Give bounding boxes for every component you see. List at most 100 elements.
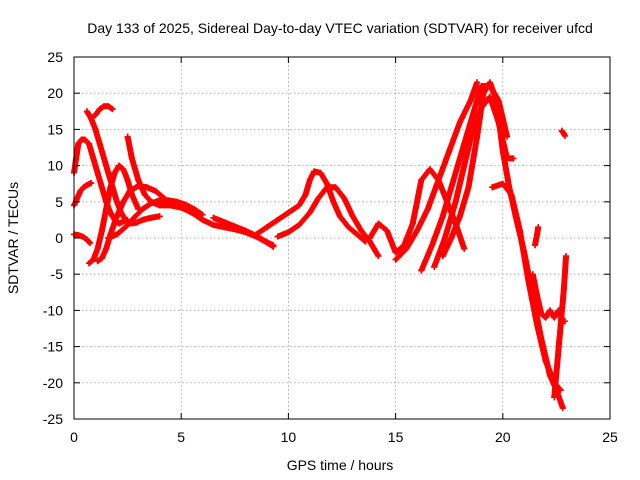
data-point	[525, 278, 532, 285]
data-point	[116, 162, 123, 169]
x-axis-label: GPS time / hours	[287, 457, 394, 473]
series-arc-j	[210, 214, 277, 249]
data-point	[375, 220, 382, 227]
data-point	[560, 285, 567, 292]
data-point	[341, 195, 348, 202]
series-arc-g	[88, 103, 116, 122]
data-point	[330, 198, 337, 205]
y-tick-label: -5	[51, 266, 64, 282]
data-point	[311, 168, 318, 175]
data-points	[274, 184, 382, 260]
data-point	[535, 224, 542, 231]
data-point	[461, 162, 468, 169]
data-point	[86, 140, 93, 147]
data-point	[403, 245, 410, 252]
data-point	[111, 169, 118, 176]
data-point	[354, 231, 361, 238]
data-point	[173, 198, 180, 205]
data-point	[551, 394, 558, 401]
data-point	[499, 148, 506, 155]
data-point	[384, 227, 391, 234]
data-point	[148, 214, 155, 221]
data-point	[424, 206, 431, 213]
data-point	[554, 358, 561, 365]
data-point	[450, 177, 457, 184]
data-point	[542, 314, 549, 321]
data-point	[510, 155, 517, 162]
y-tick-label: 0	[55, 230, 63, 246]
x-tick-label: 15	[388, 429, 404, 445]
data-point	[199, 211, 206, 218]
data-point	[474, 133, 481, 140]
data-point	[94, 245, 101, 252]
x-tick-label: 0	[70, 429, 78, 445]
y-tick-label: -20	[43, 375, 63, 391]
data-point	[486, 79, 493, 86]
data-point	[409, 220, 416, 227]
data-point	[317, 169, 324, 176]
data-point	[148, 200, 155, 207]
data-point	[508, 191, 515, 198]
data-point	[96, 106, 103, 113]
data-point	[105, 169, 112, 176]
data-point	[306, 209, 313, 216]
data-point	[210, 214, 217, 221]
data-point	[534, 321, 541, 328]
data-point	[113, 231, 120, 238]
data-point	[452, 198, 459, 205]
data-point	[418, 177, 425, 184]
series-arc-v	[558, 127, 568, 139]
data-point	[120, 166, 127, 173]
data-point	[107, 184, 114, 191]
series-arc-r	[489, 180, 564, 394]
series-arc-i	[105, 197, 206, 241]
data-point	[124, 177, 131, 184]
data-point	[90, 155, 97, 162]
data-points	[489, 180, 564, 393]
data-point	[92, 126, 99, 133]
x-tick-label: 20	[495, 429, 511, 445]
data-point	[441, 235, 448, 241]
data-point	[529, 271, 536, 278]
data-point	[105, 103, 112, 110]
data-point	[559, 405, 566, 412]
data-point	[122, 216, 129, 223]
series-arc-n	[392, 79, 481, 263]
data-point	[435, 177, 442, 184]
data-point	[285, 229, 292, 236]
data-point	[231, 223, 238, 230]
data-point	[120, 198, 127, 205]
data-point	[426, 166, 433, 173]
data-point	[456, 213, 463, 220]
data-point	[109, 106, 116, 113]
data-point	[253, 231, 260, 238]
data-point	[315, 195, 322, 202]
data-point	[263, 224, 270, 231]
data-point	[113, 213, 120, 220]
data-point	[143, 184, 150, 191]
series-arc-k	[253, 168, 369, 245]
data-point	[431, 263, 438, 270]
data-point	[182, 201, 189, 208]
data-point	[98, 184, 105, 191]
data-point	[77, 187, 84, 194]
data-point	[242, 227, 249, 234]
data-point	[128, 155, 135, 162]
axis-ticks: 0 5 10 15 20 25 -25 -20 -15 -10 -5 0 5 10 15 20 25	[43, 49, 618, 445]
data-point	[79, 233, 86, 240]
data-point	[199, 216, 206, 223]
data-point	[94, 169, 101, 176]
data-point	[306, 177, 313, 184]
data-point	[474, 79, 481, 86]
data-point	[156, 213, 163, 220]
y-tick-label: -15	[43, 339, 63, 355]
data-point	[516, 227, 523, 234]
data-point	[274, 233, 281, 240]
x-tick-label: 25	[602, 429, 618, 445]
data-point	[191, 206, 198, 213]
data-point	[534, 292, 541, 299]
data-point	[546, 307, 553, 314]
series-arc-t	[551, 253, 570, 401]
data-point	[103, 206, 110, 213]
